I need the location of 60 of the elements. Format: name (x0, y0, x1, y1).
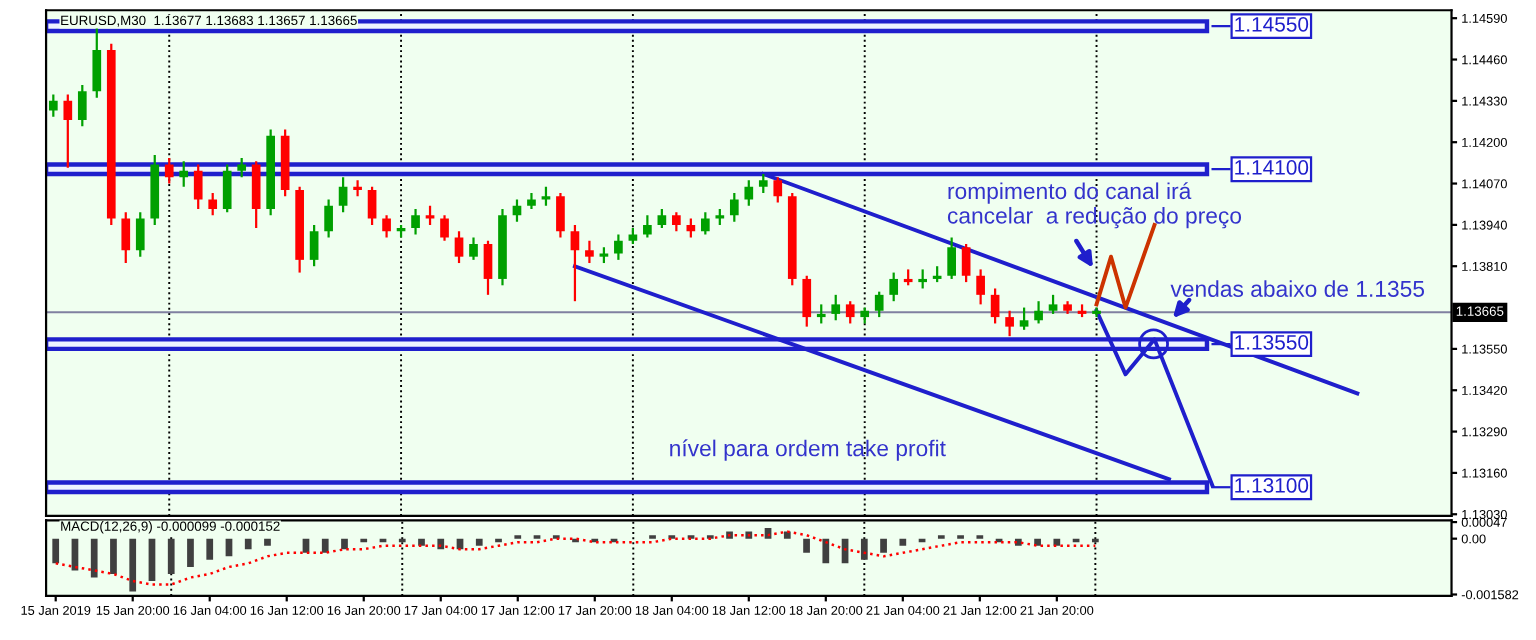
candlestick (193, 163, 203, 211)
candlestick (367, 185, 377, 226)
candlestick (77, 83, 87, 128)
annotation: nível para ordem take profit (670, 439, 946, 461)
candlestick (918, 268, 928, 290)
candlestick (773, 176, 783, 204)
candlestick (744, 179, 754, 207)
candlestick (1048, 293, 1058, 316)
candlestick (1005, 309, 1014, 338)
band-label: 1.14100 (1235, 160, 1309, 175)
candlestick (570, 223, 580, 303)
candlestick (411, 207, 420, 236)
candlestick (990, 287, 1000, 325)
candlestick (63, 93, 73, 169)
candlestick (686, 217, 696, 239)
candlestick (700, 211, 710, 236)
candlestick (179, 160, 189, 188)
candlestick (672, 211, 681, 233)
candlestick (483, 239, 493, 296)
candlestick (251, 160, 261, 230)
candlestick (556, 191, 565, 239)
candlestick (48, 93, 58, 118)
candlestick (309, 223, 319, 268)
band-label: 1.13550 (1235, 334, 1309, 350)
candlestick (802, 274, 812, 328)
candlestick (976, 268, 985, 306)
candlestick (454, 230, 464, 265)
line-series (54, 530, 1097, 586)
candlestick (92, 23, 102, 99)
candlestick (1019, 306, 1029, 331)
candlestick (440, 214, 449, 242)
candlestick (758, 172, 768, 195)
candlestick (135, 211, 145, 258)
candlestick (729, 191, 739, 223)
band-label: 1.14550 (1235, 16, 1309, 32)
annotation: vendas abaixo de 1.1355 (1170, 280, 1425, 297)
candlestick (1034, 300, 1043, 325)
candlestick (324, 198, 333, 239)
candlestick (208, 191, 218, 217)
candlestick (585, 239, 594, 265)
band-label: 1.13100 (1235, 478, 1309, 493)
candlestick (338, 176, 348, 214)
candlestick (961, 242, 971, 284)
candlestick (831, 293, 841, 322)
candlestick (845, 300, 855, 325)
candlestick (947, 236, 956, 281)
candlestick (425, 204, 435, 226)
candlestick (614, 233, 623, 261)
candlestick (222, 163, 232, 214)
candlestick (874, 290, 884, 319)
candlestick (889, 271, 899, 303)
candlestick (643, 214, 652, 239)
candlestick (121, 211, 131, 265)
annotation: rompimento do canal irá cancelar a redução do preço (947, 182, 1242, 229)
candlestick (382, 214, 391, 239)
candlestick (237, 156, 247, 179)
candlestick (657, 207, 667, 230)
candlestick (353, 179, 362, 198)
candlestick (469, 236, 478, 261)
candlestick (816, 303, 826, 325)
